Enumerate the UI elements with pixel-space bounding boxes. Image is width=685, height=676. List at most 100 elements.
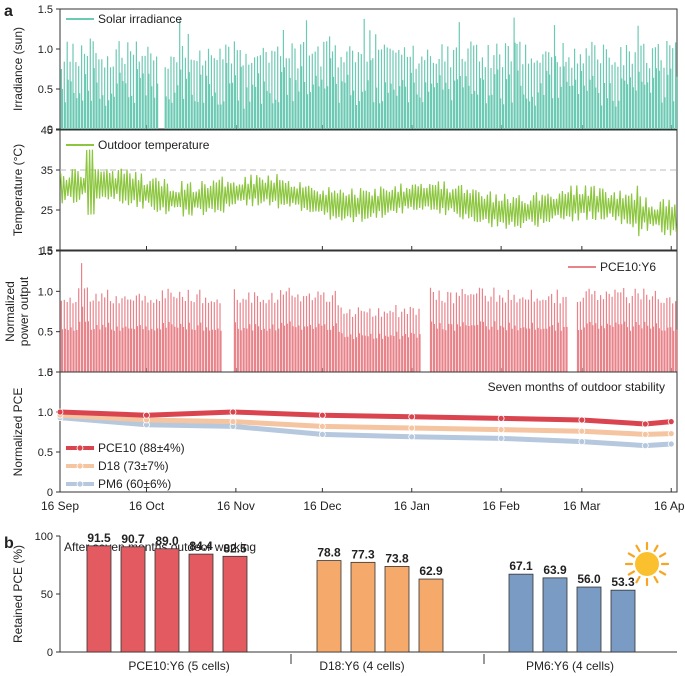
sun-icon: [635, 552, 659, 576]
pce-data-point: [56, 408, 64, 416]
plot-frame: [59, 371, 678, 493]
plot-frame: [59, 129, 678, 251]
y-tick-label: 45: [41, 125, 53, 137]
legend-label: Solar irradiance: [98, 12, 182, 26]
pce-data-point: [578, 427, 586, 435]
sun-ray: [653, 544, 659, 553]
pce-data-point: [229, 418, 237, 426]
sun-ray: [635, 544, 641, 553]
pce-data-point: [318, 422, 326, 430]
pce-data-point: [497, 414, 505, 422]
sun-ray: [627, 552, 636, 558]
y-tick-label: 1.5: [38, 367, 53, 379]
x-tick-label: 16 Nov: [217, 499, 255, 513]
pce-data-point: [667, 440, 675, 448]
legend-marker: [76, 480, 84, 488]
sun-ray: [653, 575, 659, 584]
legend-label: PM6 (60±6%): [98, 477, 171, 491]
bar-value-label: 53.3: [611, 575, 635, 589]
bar: [120, 546, 146, 653]
legend-label: PCE10:Y6: [600, 260, 656, 274]
sun-ray: [627, 570, 636, 576]
y-tick-label: 15: [41, 245, 53, 257]
bar: [222, 555, 248, 653]
irradiance-series: [60, 17, 678, 129]
bar: [316, 560, 342, 653]
bar-value-label: 56.0: [577, 572, 601, 586]
x-tick-label: 16 Feb: [482, 499, 520, 513]
pce-data-point: [578, 416, 586, 424]
y-tick-label: 0.5: [38, 327, 53, 339]
power-output-panel: 0 0.5 1.0 1.5 Normalized power output PCE10:Y6: [3, 246, 678, 379]
pce-data-point: [578, 438, 586, 446]
y-axis-label: Temperature (°C): [11, 144, 25, 236]
pce-data-point: [667, 418, 675, 426]
y-tick-label: 0: [47, 647, 53, 659]
bar-value-label: 82.5: [223, 541, 247, 555]
legend-marker: [76, 462, 84, 470]
bar-value-label: 77.3: [351, 547, 375, 561]
bar-value-label: 91.5: [87, 531, 111, 545]
sun-ray: [658, 570, 667, 576]
y-tick-label: 100: [35, 531, 53, 543]
y-tick-label: 35: [41, 165, 53, 177]
panel-annotation: Seven months of outdoor stability: [488, 380, 665, 394]
x-tick-label: 16 Oct: [129, 499, 165, 513]
x-tick-label: 16 Dec: [303, 499, 341, 513]
pce-data-point: [408, 424, 416, 432]
x-tick-label: 16 Apr: [654, 499, 685, 513]
panel-annotation: After seven months outdoor working: [64, 540, 256, 554]
y-tick-label: 0.5: [38, 447, 53, 459]
y-tick-label: 1.0: [38, 44, 53, 56]
y-tick-label: 0: [47, 367, 53, 379]
sun-ray: [635, 575, 641, 584]
pce-data-point: [318, 430, 326, 438]
bar-value-label: 67.1: [509, 559, 533, 573]
bar-value-label: 63.9: [543, 563, 567, 577]
bar: [610, 589, 636, 653]
bar: [508, 573, 534, 653]
pce-data-point: [667, 430, 675, 438]
bar: [154, 548, 180, 653]
y-tick-label: 1.5: [38, 4, 53, 16]
pce-data-point: [641, 430, 649, 438]
group-label: PCE10:Y6 (5 cells): [128, 659, 229, 673]
retained-pce-bar-panel: 0 50 100 Retained PCE (%) After seven months…: [11, 531, 677, 673]
panel-letter-b: b: [4, 535, 14, 552]
y-axis-label: Normalized PCE: [11, 388, 25, 477]
legend-label: D18 (73±7%): [98, 459, 169, 473]
normalized-pce-panel: 0 0.5 1.0 1.5 Normalized PCE 16 Sep 16 Oct 16 N…: [11, 367, 685, 513]
bar-value-label: 90.7: [121, 532, 145, 546]
bar: [350, 561, 376, 653]
group-label: PM6:Y6 (4 cells): [526, 659, 614, 673]
y-tick-label: 0: [47, 487, 53, 499]
bar: [188, 553, 214, 653]
bar: [542, 577, 568, 653]
pce-data-point: [408, 413, 416, 421]
x-tick-label: 16 Sep: [41, 499, 79, 513]
y-tick-label: 1.0: [38, 407, 53, 419]
irradiance-panel: 0 0.5 1.0 1.5 Irradiance (sun) Solar irradian…: [11, 4, 678, 136]
y-tick-label: 1.5: [38, 246, 53, 258]
pce-data-point: [408, 433, 416, 441]
pce-data-point: [497, 426, 505, 434]
pce-data-point: [318, 411, 326, 419]
temperature-series: [60, 149, 677, 237]
y-tick-label: 1.0: [38, 286, 53, 298]
y-axis-label-line: power output: [17, 276, 31, 346]
bar-value-label: 84.4: [189, 539, 213, 553]
sun-ray: [658, 552, 667, 558]
legend-marker: [76, 444, 84, 452]
y-tick-label: 0.5: [38, 84, 53, 96]
pce-data-point: [497, 434, 505, 442]
bar: [86, 545, 112, 653]
y-axis-label: Retained PCE (%): [11, 545, 25, 643]
legend-label: Outdoor temperature: [98, 138, 210, 152]
y-tick-label: 0: [47, 124, 53, 136]
pce-data-point: [143, 411, 150, 419]
bar-value-label: 73.8: [385, 551, 409, 565]
pce-data-point: [229, 408, 237, 416]
y-axis-label-line: Normalized: [3, 281, 17, 342]
pce-data-point: [641, 420, 649, 428]
